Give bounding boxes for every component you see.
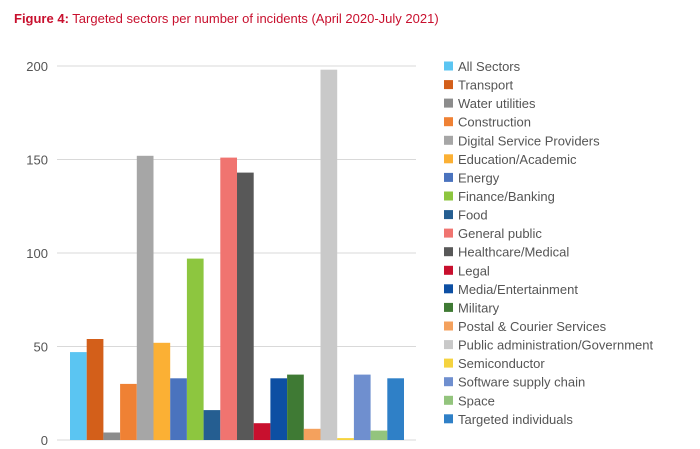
bar-finance-banking bbox=[186, 258, 204, 440]
legend-swatch bbox=[444, 61, 453, 71]
legend-item-postal-courier-services: Postal & Courier Services bbox=[444, 319, 607, 334]
legend-item-healthcare-medical: Healthcare/Medical bbox=[444, 245, 569, 260]
bar-software-supply-chain bbox=[353, 374, 371, 440]
legend-swatch bbox=[444, 395, 453, 405]
legend-item-software-supply-chain: Software supply chain bbox=[444, 375, 585, 390]
legend-label: All Sectors bbox=[458, 59, 521, 74]
legend-swatch bbox=[444, 247, 453, 257]
legend-swatch bbox=[444, 117, 453, 127]
y-tick-label: 50 bbox=[34, 340, 48, 355]
legend-label: Energy bbox=[458, 170, 500, 185]
legend-label: Finance/Banking bbox=[458, 189, 555, 204]
legend-item-water-utilities: Water utilities bbox=[444, 96, 536, 111]
legend-swatch bbox=[444, 377, 453, 387]
legend-item-food: Food bbox=[444, 208, 488, 223]
y-tick-label: 150 bbox=[26, 153, 48, 168]
bar-targeted-individuals bbox=[387, 378, 404, 440]
bar-public-administration-government bbox=[320, 69, 338, 440]
bar-space bbox=[370, 430, 388, 440]
legend-swatch bbox=[444, 302, 453, 312]
legend-swatch bbox=[444, 340, 453, 350]
legend-label: Transport bbox=[458, 78, 514, 93]
y-tick-label: 200 bbox=[26, 59, 48, 74]
legend-swatch bbox=[444, 191, 453, 201]
bar-transport bbox=[86, 339, 104, 440]
y-tick-label: 0 bbox=[41, 433, 48, 448]
figure-caption: Targeted sectors per number of incidents… bbox=[72, 11, 439, 26]
legend-label: Software supply chain bbox=[458, 375, 585, 390]
legend-item-all-sectors: All Sectors bbox=[444, 59, 521, 74]
legend-item-public-administration-government: Public administration/Government bbox=[444, 338, 653, 353]
legend-item-legal: Legal bbox=[444, 263, 490, 278]
bar-military bbox=[287, 374, 304, 440]
legend-label: Education/Academic bbox=[458, 152, 577, 167]
legend-label: Public administration/Government bbox=[458, 338, 653, 353]
legend-label: Digital Service Providers bbox=[458, 133, 600, 148]
bar-semiconductor bbox=[337, 438, 354, 440]
bar-food bbox=[203, 410, 221, 440]
bar-general-public bbox=[220, 157, 237, 440]
legend-label: Legal bbox=[458, 263, 490, 278]
legend-item-transport: Transport bbox=[444, 78, 514, 93]
legend-label: Semiconductor bbox=[458, 356, 545, 371]
bar-healthcare-medical bbox=[237, 172, 254, 440]
legend-label: Military bbox=[458, 300, 500, 315]
figure-title: Figure 4: Targeted sectors per number of… bbox=[14, 11, 439, 26]
bar-water-utilities bbox=[103, 432, 121, 440]
bar-media-entertainment bbox=[270, 378, 288, 440]
legend-item-education-academic: Education/Academic bbox=[444, 152, 577, 167]
legend-swatch bbox=[444, 358, 453, 368]
legend-item-semiconductor: Semiconductor bbox=[444, 356, 545, 371]
bar-postal-courier-services bbox=[303, 428, 321, 440]
legend: All Sectors Transport Water utilities Const… bbox=[444, 59, 653, 427]
y-tick-label: 100 bbox=[26, 246, 48, 261]
legend-swatch bbox=[444, 135, 453, 145]
legend-swatch bbox=[444, 228, 453, 238]
bar-all-sectors bbox=[70, 352, 87, 440]
legend-swatch bbox=[444, 284, 453, 294]
legend-label: Construction bbox=[458, 115, 531, 130]
legend-swatch bbox=[444, 172, 453, 182]
legend-item-general-public: General public bbox=[444, 226, 542, 241]
legend-swatch bbox=[444, 321, 453, 331]
legend-swatch bbox=[444, 154, 453, 164]
legend-item-construction: Construction bbox=[444, 115, 531, 130]
legend-label: Healthcare/Medical bbox=[458, 245, 569, 260]
bar-digital-service-providers bbox=[136, 155, 154, 441]
legend-swatch bbox=[444, 210, 453, 220]
legend-swatch bbox=[444, 80, 453, 90]
bars bbox=[70, 69, 404, 441]
legend-label: General public bbox=[458, 226, 542, 241]
legend-item-space: Space bbox=[444, 393, 495, 408]
y-axis-ticks: 0 50 100 150 200 bbox=[26, 59, 48, 448]
bar-energy bbox=[170, 378, 187, 440]
figure-label: Figure 4: bbox=[14, 11, 69, 26]
legend-swatch bbox=[444, 414, 453, 424]
legend-swatch bbox=[444, 265, 453, 275]
bar-construction bbox=[120, 383, 137, 440]
legend-label: Food bbox=[458, 208, 488, 223]
legend-label: Postal & Courier Services bbox=[458, 319, 607, 334]
legend-label: Targeted individuals bbox=[458, 412, 573, 427]
legend-item-finance-banking: Finance/Banking bbox=[444, 189, 555, 204]
legend-item-energy: Energy bbox=[444, 170, 500, 185]
legend-item-military: Military bbox=[444, 300, 500, 315]
legend-item-media-entertainment: Media/Entertainment bbox=[444, 282, 578, 297]
legend-swatch bbox=[444, 98, 453, 108]
legend-item-targeted-individuals: Targeted individuals bbox=[444, 412, 573, 427]
bar-education-academic bbox=[153, 342, 171, 440]
legend-label: Water utilities bbox=[458, 96, 536, 111]
legend-label: Space bbox=[458, 393, 495, 408]
bar-legal bbox=[253, 423, 271, 440]
legend-label: Media/Entertainment bbox=[458, 282, 578, 297]
legend-item-digital-service-providers: Digital Service Providers bbox=[444, 133, 600, 148]
